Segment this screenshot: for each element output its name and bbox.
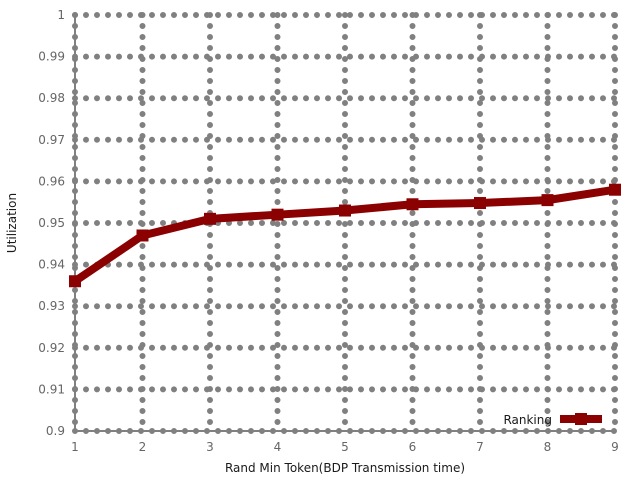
data-point xyxy=(406,198,419,211)
y-tick-label: 0.94 xyxy=(38,258,65,272)
data-point xyxy=(204,212,216,225)
y-tick-label: 0.99 xyxy=(38,50,65,64)
tick-labels: 1 2 3 4 5 6 7 8 9 0.9 0.91 0.92 0.93 0.94 0.95 0.96 0.97… xyxy=(38,8,619,454)
legend-marker xyxy=(575,413,587,425)
axes xyxy=(74,15,615,432)
legend: Ranking xyxy=(503,413,602,427)
x-tick-label: 2 xyxy=(139,440,147,454)
y-tick-label: 0.98 xyxy=(38,91,65,105)
x-tick-label: 1 xyxy=(71,440,79,454)
x-tick-label: 3 xyxy=(206,440,214,454)
x-tick-label: 4 xyxy=(274,440,282,454)
data-point xyxy=(609,183,621,196)
y-tick-label: 0.96 xyxy=(38,174,65,188)
data-point xyxy=(136,229,149,242)
y-tick-label: 0.95 xyxy=(38,216,65,230)
grid xyxy=(72,12,618,434)
y-tick-label: 0.91 xyxy=(38,382,65,396)
x-tick-label: 5 xyxy=(341,440,349,454)
data-point xyxy=(69,275,81,288)
y-tick-label: 0.97 xyxy=(38,133,65,147)
x-axis-title: Rand Min Token(BDP Transmission time) xyxy=(225,461,465,475)
y-tick-label: 0.92 xyxy=(38,341,65,355)
y-tick-label: 1 xyxy=(57,8,65,22)
x-tick-label: 6 xyxy=(409,440,417,454)
legend-label: Ranking xyxy=(503,413,552,427)
x-tick-label: 7 xyxy=(476,440,484,454)
x-tick-label: 8 xyxy=(544,440,552,454)
data-point xyxy=(339,204,351,217)
y-tick-label: 0.9 xyxy=(46,424,65,438)
data-point xyxy=(271,208,284,221)
y-tick-label: 0.93 xyxy=(38,299,65,313)
series xyxy=(69,183,621,288)
data-point xyxy=(474,197,486,210)
y-axis-title: Utilization xyxy=(5,193,19,253)
x-tick-label: 9 xyxy=(611,440,619,454)
data-point xyxy=(541,194,554,207)
